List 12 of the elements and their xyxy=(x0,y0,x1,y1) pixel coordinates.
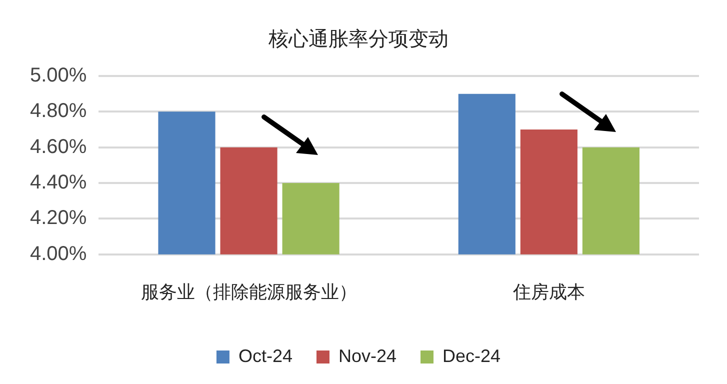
y-tick-label: 4.80% xyxy=(30,100,87,122)
y-tick-label: 4.00% xyxy=(30,242,87,265)
y-tick-label: 5.00% xyxy=(30,64,87,87)
x-tick-label: 服务业（排除能源服务业） xyxy=(140,282,357,302)
y-tick-label: 4.40% xyxy=(30,172,87,194)
y-tick-label: 4.20% xyxy=(30,207,87,230)
legend-label: Nov-24 xyxy=(338,346,397,366)
legend-label: Oct-24 xyxy=(238,346,292,366)
chart-title: 核心通胀率分项变动 xyxy=(268,28,448,51)
y-tick-label: 4.60% xyxy=(30,136,87,158)
legend-label: Dec-24 xyxy=(442,346,501,366)
x-tick-label: 住房成本 xyxy=(512,282,585,302)
